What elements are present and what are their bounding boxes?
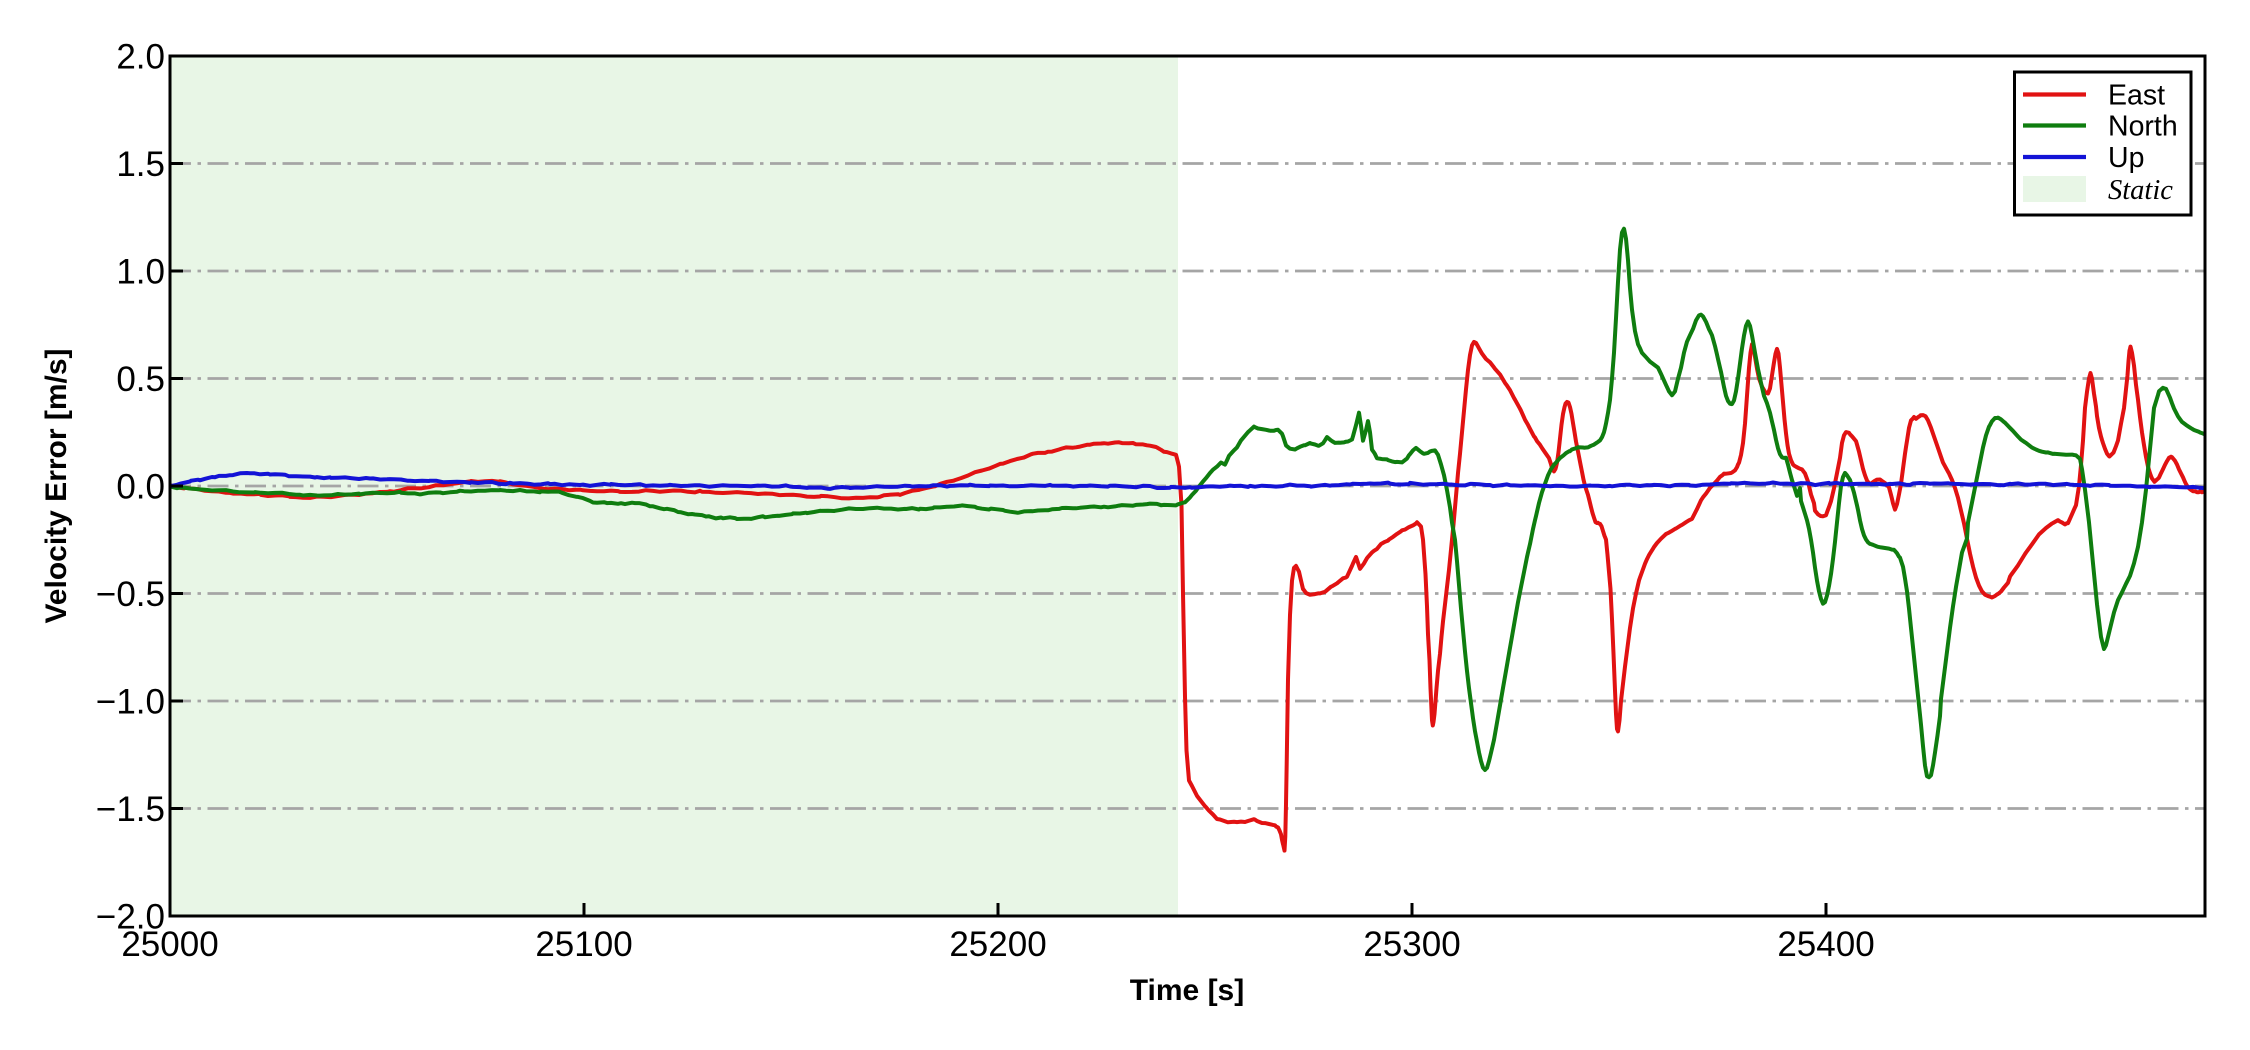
svg-text:25300: 25300 [1363, 925, 1460, 964]
svg-text:North: North [2108, 111, 2178, 143]
svg-text:1.0: 1.0 [116, 253, 165, 292]
svg-text:Time [s]: Time [s] [1130, 974, 1244, 1007]
svg-text:−1.0: −1.0 [96, 683, 165, 722]
svg-text:Up: Up [2108, 142, 2144, 174]
svg-text:East: East [2108, 80, 2165, 112]
svg-text:25400: 25400 [1777, 925, 1874, 964]
svg-text:25200: 25200 [949, 925, 1046, 964]
svg-text:Velocity Error [m/s]: Velocity Error [m/s] [40, 348, 73, 623]
svg-text:25000: 25000 [121, 925, 218, 964]
svg-text:−2.0: −2.0 [96, 898, 165, 937]
svg-text:2.0: 2.0 [116, 38, 165, 77]
svg-text:1.5: 1.5 [116, 145, 165, 184]
svg-text:25100: 25100 [535, 925, 632, 964]
svg-text:−0.5: −0.5 [96, 575, 165, 614]
svg-text:0.0: 0.0 [116, 468, 165, 507]
svg-text:Static: Static [2108, 175, 2173, 206]
svg-text:−1.5: −1.5 [96, 790, 165, 829]
svg-text:0.5: 0.5 [116, 360, 165, 399]
